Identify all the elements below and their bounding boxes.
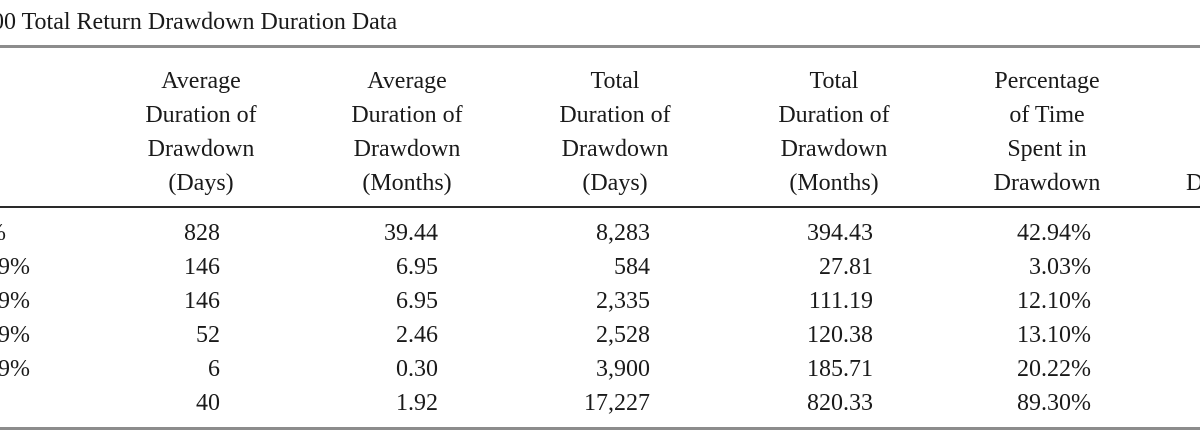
- table-cell: 1.92: [396, 390, 438, 416]
- column-header: Total Duration of Drawdown (Days): [532, 64, 698, 200]
- header-rule: [0, 206, 1200, 208]
- column-header-line: (Days): [168, 170, 234, 196]
- column-header: Total Duration of Drawdown (Months): [751, 64, 917, 200]
- table-cell: 2.46: [396, 322, 438, 348]
- row-label: 99%: [0, 254, 30, 280]
- top-rule: [0, 45, 1200, 48]
- column-header-line: Spent in: [1007, 136, 1087, 162]
- table-cell: 3.03%: [1029, 254, 1091, 280]
- column-header-line: Drawdown: [147, 136, 255, 162]
- column-header-line: [1186, 98, 1200, 132]
- table-cell: 39.44: [384, 220, 438, 246]
- table-cell: 111.19: [808, 288, 873, 314]
- table-cell: 12.10%: [1017, 288, 1091, 314]
- table-cell: 89.30%: [1017, 390, 1091, 416]
- column-header-line: of Time: [1009, 102, 1085, 128]
- row-label: 99%: [0, 322, 30, 348]
- table-cell: 13.10%: [1017, 322, 1091, 348]
- table-cell: 42.94%: [1017, 220, 1091, 246]
- table-cell: 828: [184, 220, 220, 246]
- column-header-line: Duration of: [559, 102, 671, 128]
- table-cell: 146: [184, 254, 220, 280]
- column-header-line: [1186, 64, 1200, 98]
- table-title: 00 Total Return Drawdown Duration Data: [0, 9, 398, 35]
- row-label: %: [0, 216, 6, 250]
- table-cell: 6.95: [396, 288, 438, 314]
- table-cell: 2,528: [596, 322, 650, 348]
- table-cell: 20.22%: [1017, 356, 1091, 382]
- table-cell: 820.33: [807, 390, 873, 416]
- table-cell: 27.81: [819, 254, 873, 280]
- table-cell: 120.38: [807, 322, 873, 348]
- table-cell: 2,335: [596, 288, 650, 314]
- column-header: Average Duration of Drawdown (Months): [324, 64, 490, 200]
- row-label: 99%: [0, 288, 30, 314]
- column-header-line: (Months): [789, 170, 879, 196]
- column-header-line: D: [1186, 170, 1200, 196]
- table-cell: 17,227: [584, 390, 650, 416]
- column-header-line: (Days): [582, 170, 648, 196]
- table-cell: 6.95: [396, 254, 438, 280]
- column-header-line: (Months): [362, 170, 452, 196]
- table-cell: 185.71: [807, 356, 873, 382]
- column-header-line: Drawdown: [353, 136, 461, 162]
- column-header-line: Duration of: [351, 102, 463, 128]
- column-header-line: Duration of: [778, 102, 890, 128]
- table-cell: 40: [196, 390, 220, 416]
- table-cell: 3,900: [596, 356, 650, 382]
- column-header: Percentage of Time Spent in Drawdown: [964, 64, 1130, 200]
- table-cell: 394.43: [807, 220, 873, 246]
- column-header-line: Drawdown: [780, 136, 888, 162]
- table-cell: 8,283: [596, 220, 650, 246]
- table-cell: 146: [184, 288, 220, 314]
- column-header-line: Total: [590, 68, 640, 94]
- column-header-line: Average: [367, 68, 447, 94]
- table-cell: 52: [196, 322, 220, 348]
- column-header-line: Duration of: [145, 102, 257, 128]
- table-cell: 6: [208, 356, 220, 382]
- row-label: 99%: [0, 356, 30, 382]
- column-header-line: Drawdown: [993, 170, 1101, 196]
- column-header: Average Duration of Drawdown (Days): [118, 64, 284, 200]
- column-header: D: [1186, 64, 1200, 200]
- column-header-line: Percentage: [994, 68, 1100, 94]
- bottom-rule: [0, 427, 1200, 430]
- column-header-line: [1186, 132, 1200, 166]
- column-header-line: Total: [809, 68, 859, 94]
- column-header-line: Drawdown: [561, 136, 669, 162]
- table-cell: 584: [614, 254, 650, 280]
- table-cell: 0.30: [396, 356, 438, 382]
- column-header-line: Average: [161, 68, 241, 94]
